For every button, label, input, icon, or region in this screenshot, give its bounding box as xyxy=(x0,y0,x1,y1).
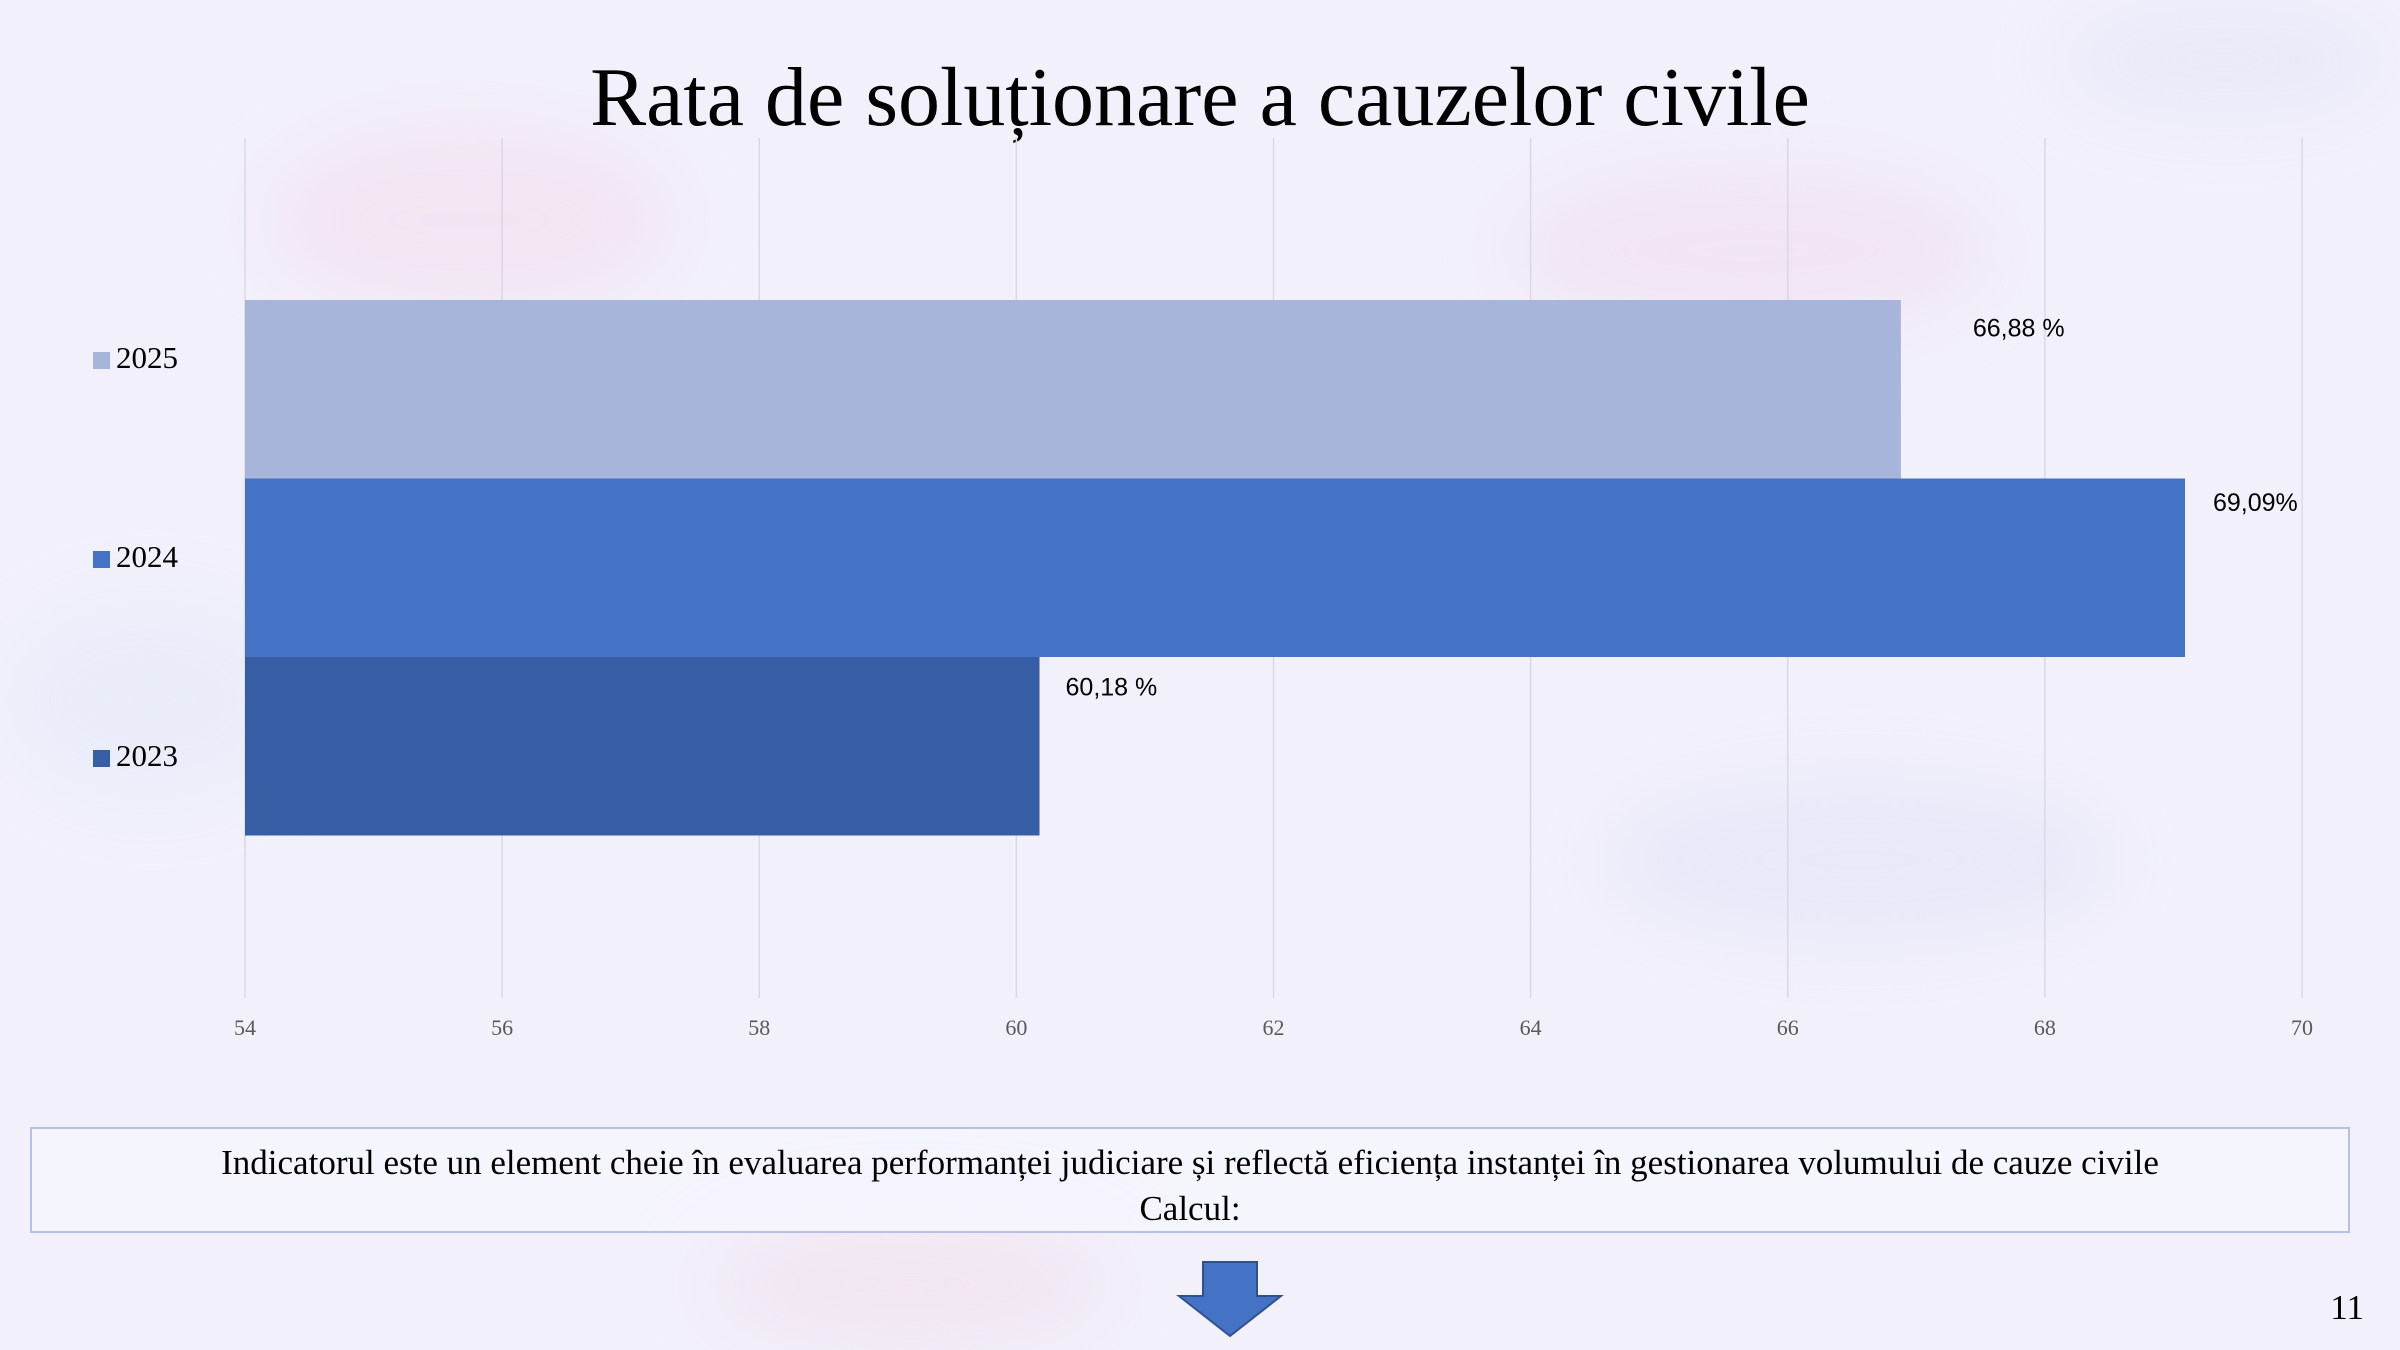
bar-2023 xyxy=(245,657,1040,836)
legend-label-2025: 2025 xyxy=(116,340,178,375)
x-tick-label: 64 xyxy=(1520,1015,1542,1040)
page-title: Rata de soluționare a cauzelor civile xyxy=(590,51,1810,144)
chart-bars xyxy=(245,300,2186,836)
x-tick-label: 66 xyxy=(1777,1015,1799,1040)
legend-label-2023: 2023 xyxy=(116,738,178,773)
data-label-2025: 66,88 % xyxy=(1973,314,2065,342)
x-tick-label: 68 xyxy=(2034,1015,2056,1040)
info-description: Indicatorul este un element cheie în eva… xyxy=(221,1143,2159,1182)
info-calcul-label: Calcul: xyxy=(1139,1189,1241,1228)
legend-swatch-2023 xyxy=(93,750,110,767)
info-box: Indicatorul este un element cheie în eva… xyxy=(30,1127,2350,1233)
legend-swatch-2024 xyxy=(93,551,110,568)
x-tick-label: 56 xyxy=(491,1015,513,1040)
chart-x-axis-ticks: 54 56 58 60 62 64 66 68 70 xyxy=(234,1015,2313,1040)
chart-legend: 2025 2024 2023 xyxy=(93,340,179,773)
x-tick-label: 58 xyxy=(748,1015,770,1040)
x-tick-label: 60 xyxy=(1005,1015,1027,1040)
bar-2025 xyxy=(245,300,1901,479)
data-label-2024: 69,09% xyxy=(2213,489,2298,517)
chart-data-labels: 66,88 % 69,09% 60,18 % xyxy=(1066,314,2298,701)
x-tick-label: 54 xyxy=(234,1015,256,1040)
legend-swatch-2025 xyxy=(93,352,110,369)
data-label-2023: 60,18 % xyxy=(1066,673,1158,701)
x-tick-label: 70 xyxy=(2291,1015,2313,1040)
page-number: 11 xyxy=(2330,1288,2364,1327)
arrow-down-icon xyxy=(1176,1261,1284,1338)
legend-label-2024: 2024 xyxy=(116,539,179,574)
x-tick-label: 62 xyxy=(1263,1015,1285,1040)
bar-2024 xyxy=(245,478,2186,657)
